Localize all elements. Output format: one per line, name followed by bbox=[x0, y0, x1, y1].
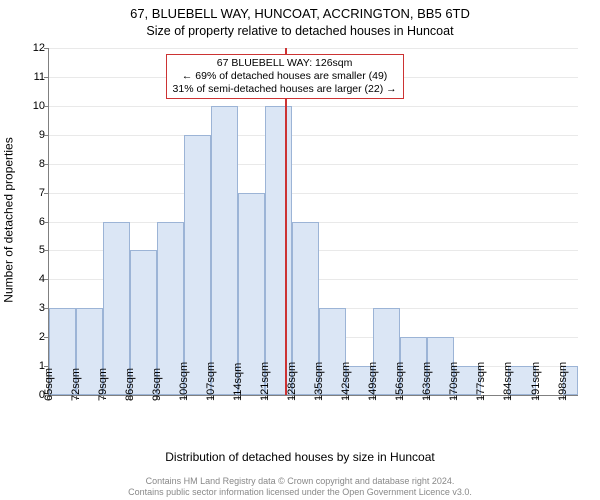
x-tick-label: 184sqm bbox=[502, 362, 514, 401]
gridline bbox=[49, 135, 578, 136]
y-tick-label: 12 bbox=[19, 42, 45, 54]
x-tick-label: 65sqm bbox=[43, 368, 55, 401]
x-axis-label: Distribution of detached houses by size … bbox=[0, 450, 600, 464]
x-tick-label: 170sqm bbox=[448, 362, 460, 401]
x-tick-label: 86sqm bbox=[124, 368, 136, 401]
footer-line-1: Contains HM Land Registry data © Crown c… bbox=[0, 476, 600, 487]
y-tick-label: 0 bbox=[19, 389, 45, 401]
chart-title: 67, BLUEBELL WAY, HUNCOAT, ACCRINGTON, B… bbox=[0, 6, 600, 21]
y-tick-label: 3 bbox=[19, 302, 45, 314]
x-tick-label: 93sqm bbox=[151, 368, 163, 401]
histogram-bar bbox=[211, 106, 238, 395]
y-tick-mark bbox=[44, 222, 49, 223]
annotation-line-2: ← 69% of detached houses are smaller (49… bbox=[173, 70, 397, 83]
reference-line bbox=[285, 48, 287, 395]
x-tick-label: 149sqm bbox=[367, 362, 379, 401]
y-tick-label: 9 bbox=[19, 129, 45, 141]
gridline bbox=[49, 164, 578, 165]
x-tick-label: 135sqm bbox=[313, 362, 325, 401]
x-tick-label: 142sqm bbox=[340, 362, 352, 401]
y-tick-mark bbox=[44, 279, 49, 280]
y-axis-label: Number of detached properties bbox=[2, 0, 16, 440]
x-tick-label: 128sqm bbox=[286, 362, 298, 401]
y-tick-mark bbox=[44, 250, 49, 251]
x-tick-label: 191sqm bbox=[530, 362, 542, 401]
y-tick-label: 8 bbox=[19, 158, 45, 170]
y-tick-mark bbox=[44, 135, 49, 136]
annotation-box: 67 BLUEBELL WAY: 126sqm← 69% of detached… bbox=[166, 54, 404, 99]
x-tick-label: 114sqm bbox=[232, 363, 244, 401]
x-tick-label: 79sqm bbox=[97, 368, 109, 401]
gridline bbox=[49, 106, 578, 107]
x-tick-label: 198sqm bbox=[557, 362, 569, 401]
x-tick-label: 156sqm bbox=[394, 362, 406, 401]
gridline bbox=[49, 48, 578, 49]
histogram-bar bbox=[184, 135, 211, 395]
y-tick-mark bbox=[44, 193, 49, 194]
y-tick-label: 10 bbox=[19, 100, 45, 112]
y-tick-label: 1 bbox=[19, 360, 45, 372]
chart-container: 67, BLUEBELL WAY, HUNCOAT, ACCRINGTON, B… bbox=[0, 0, 600, 500]
y-tick-label: 6 bbox=[19, 216, 45, 228]
x-tick-label: 121sqm bbox=[259, 362, 271, 401]
histogram-bar bbox=[265, 106, 292, 395]
plot-area: 012345678910111265sqm72sqm79sqm86sqm93sq… bbox=[48, 48, 578, 396]
annotation-line-1: 67 BLUEBELL WAY: 126sqm bbox=[173, 57, 397, 70]
y-tick-label: 4 bbox=[19, 273, 45, 285]
x-tick-label: 107sqm bbox=[205, 362, 217, 401]
gridline bbox=[49, 193, 578, 194]
footer-line-2: Contains public sector information licen… bbox=[0, 487, 600, 498]
y-tick-label: 11 bbox=[19, 71, 45, 83]
annotation-line-3: 31% of semi-detached houses are larger (… bbox=[173, 83, 397, 96]
x-tick-label: 100sqm bbox=[178, 362, 190, 401]
y-tick-mark bbox=[44, 164, 49, 165]
y-tick-label: 2 bbox=[19, 331, 45, 343]
y-tick-mark bbox=[44, 48, 49, 49]
x-tick-label: 177sqm bbox=[475, 362, 487, 401]
y-tick-mark bbox=[44, 77, 49, 78]
x-tick-label: 163sqm bbox=[421, 362, 433, 401]
x-tick-label: 72sqm bbox=[70, 368, 82, 401]
y-tick-label: 5 bbox=[19, 244, 45, 256]
y-tick-mark bbox=[44, 106, 49, 107]
chart-subtitle: Size of property relative to detached ho… bbox=[0, 24, 600, 38]
y-tick-label: 7 bbox=[19, 187, 45, 199]
footer-credits: Contains HM Land Registry data © Crown c… bbox=[0, 476, 600, 498]
